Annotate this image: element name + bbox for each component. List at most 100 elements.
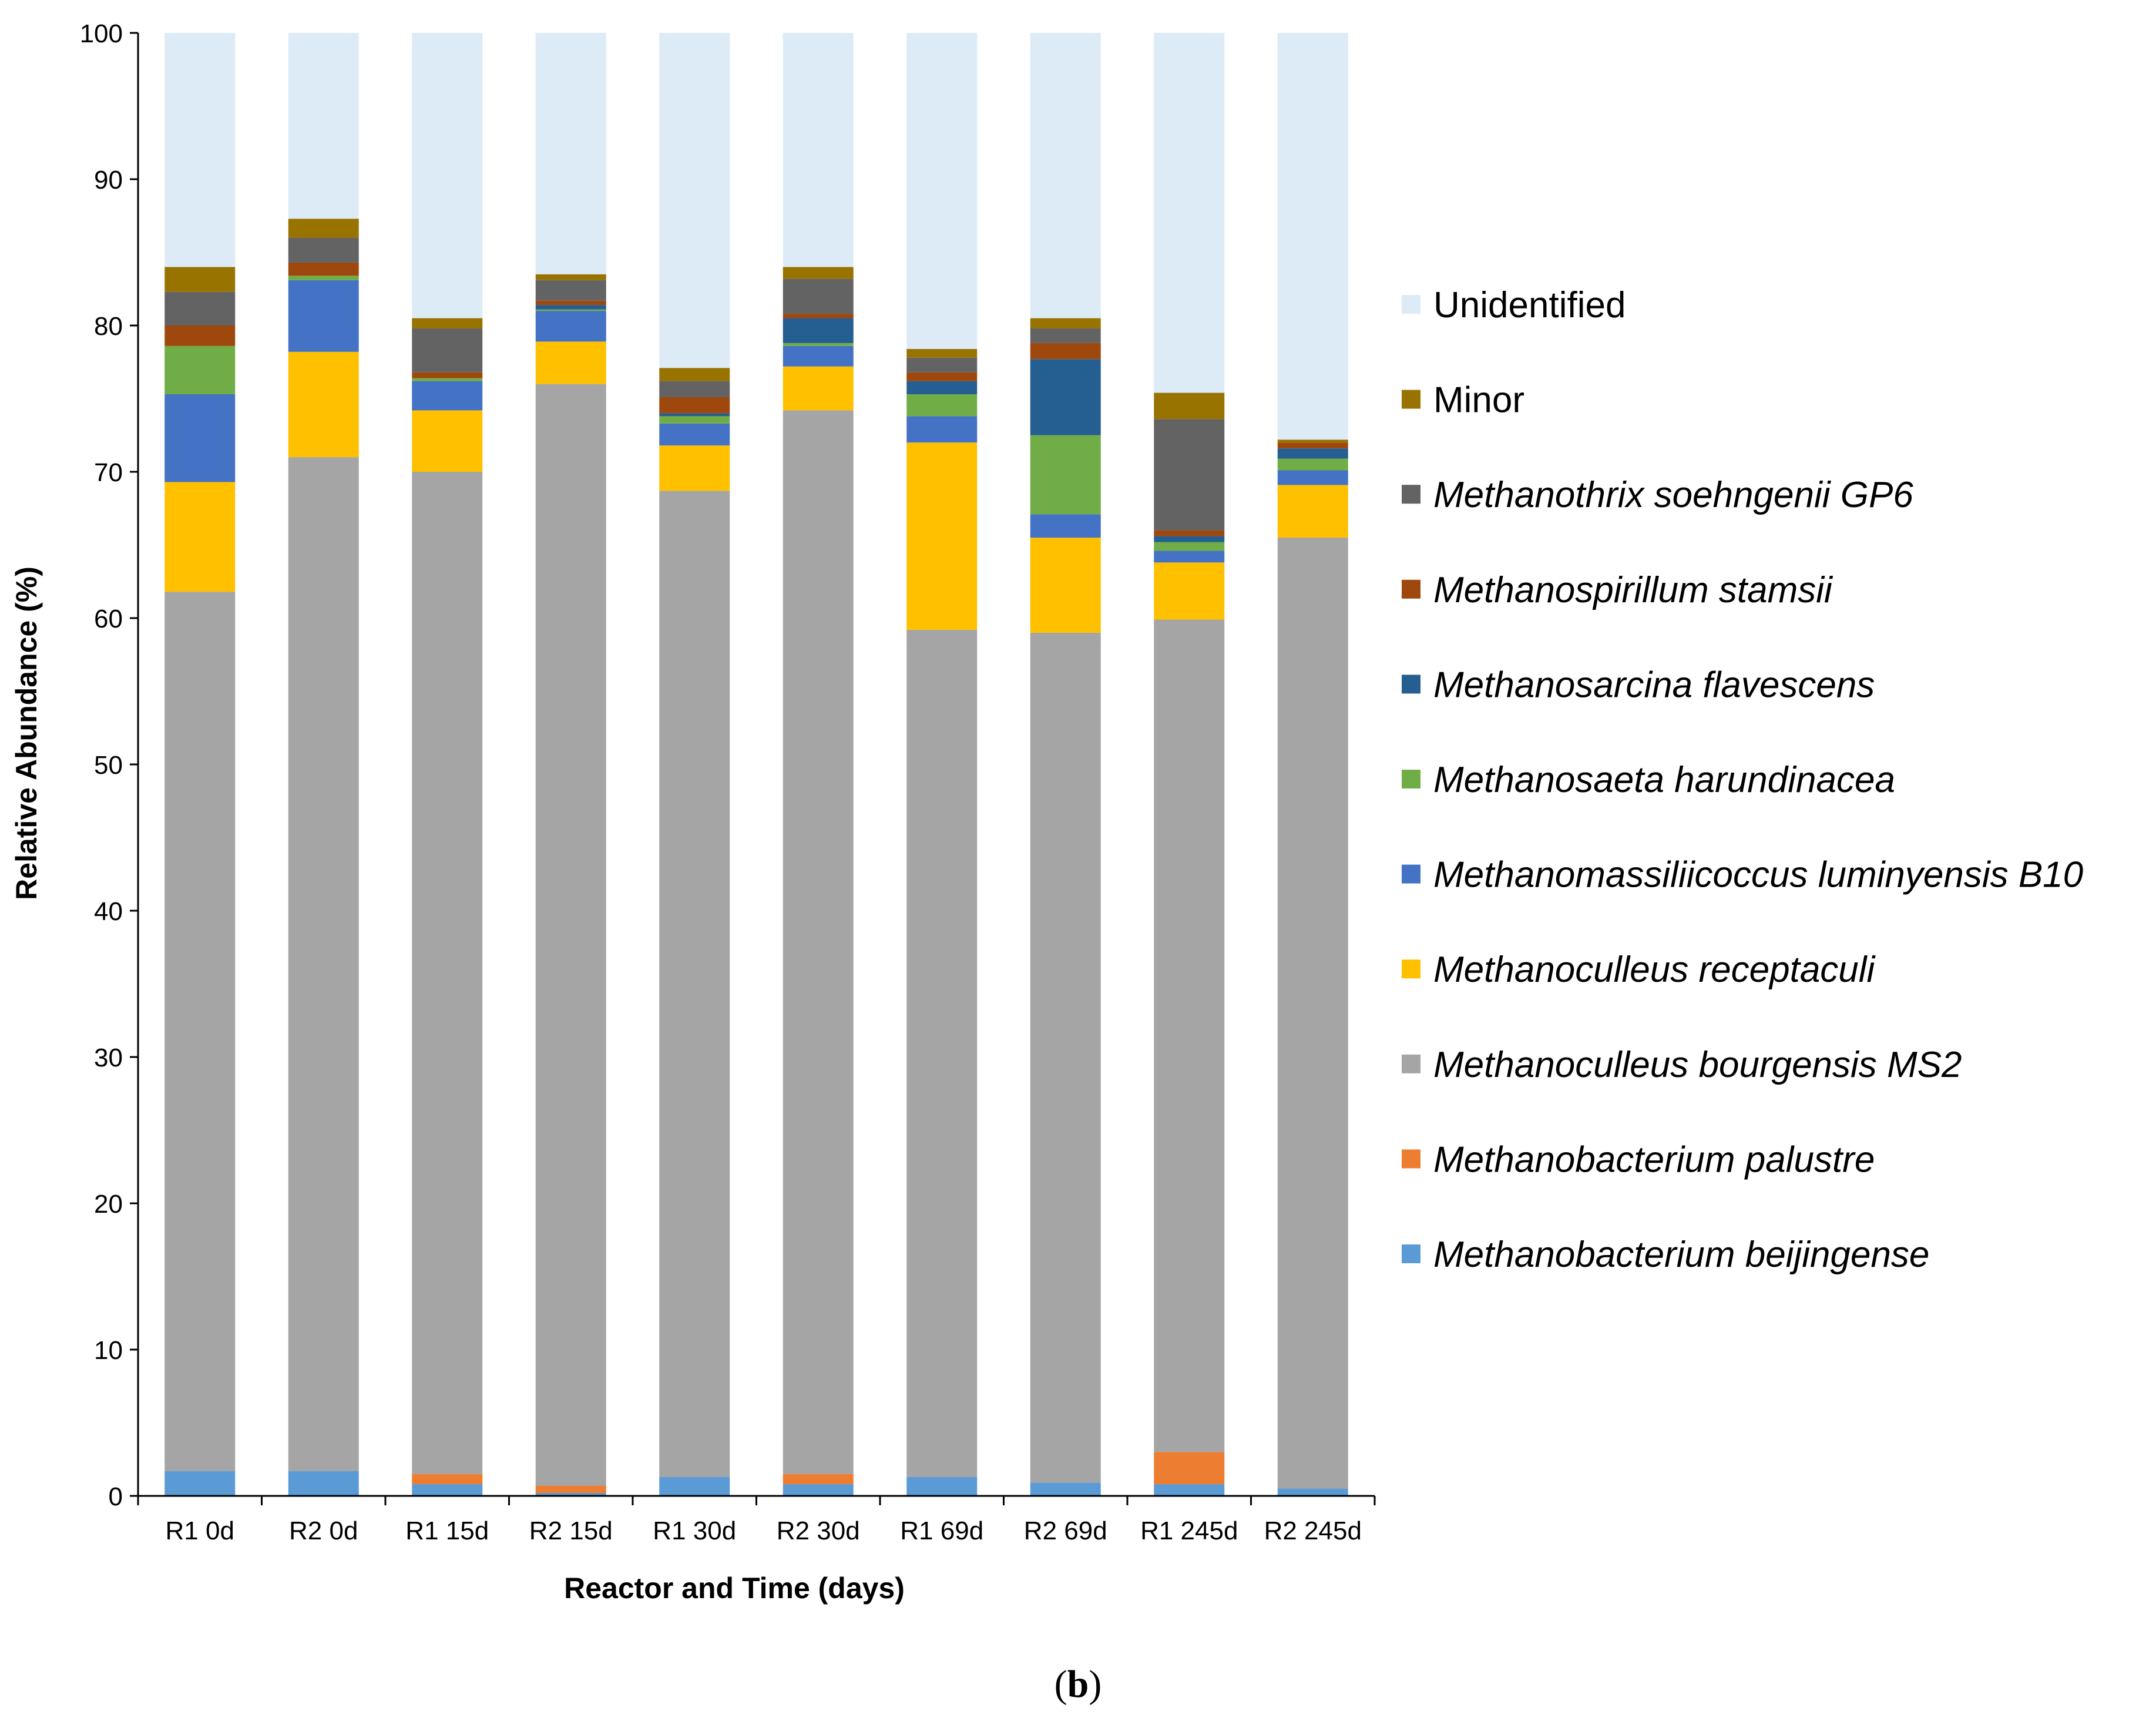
bar-segment-r2-30d-methanosarcina-flavescens bbox=[783, 318, 854, 343]
bar-segment-r1-69d-methanoculleus-bourgensis-ms2 bbox=[906, 629, 978, 1477]
y-tick-label-100: 100 bbox=[80, 19, 123, 48]
y-tick-label-50: 50 bbox=[94, 751, 123, 780]
y-tick-label-30: 30 bbox=[94, 1043, 123, 1072]
bar-segment-r1-15d-methanoculleus-bourgensis-ms2 bbox=[412, 472, 483, 1474]
y-axis-title: Relative Abundance (%) bbox=[10, 566, 43, 900]
bar-segment-r1-69d-methanothrix-soehngenii-gp6 bbox=[906, 357, 978, 373]
bar-segment-r1-0d-minor bbox=[164, 267, 236, 292]
bar-segment-r2-0d-methanosaeta-harundinacea bbox=[288, 276, 359, 280]
legend-label-methanospirillum-stamsii: Methanospirillum stamsii bbox=[1433, 570, 1833, 610]
bar-segment-r2-69d-methanoculleus-receptaculi bbox=[1030, 538, 1101, 633]
legend-item-methanobacterium-beijingense: Methanobacterium beijingense bbox=[1402, 1234, 1929, 1275]
bar-segment-r1-69d-methanospirillum-stamsii bbox=[906, 372, 978, 381]
bar-segment-r1-69d-methanobacterium-beijingense bbox=[906, 1477, 978, 1496]
bar-segment-r2-245d-methanobacterium-beijingense bbox=[1277, 1488, 1348, 1496]
bar-group-r2-30d bbox=[783, 33, 854, 1496]
bar-segment-r1-245d-methanomassiliicoccus-luminyensis-b10 bbox=[1154, 551, 1225, 563]
bar-segment-r2-69d-methanomassiliicoccus-luminyensis-b10 bbox=[1030, 514, 1101, 538]
bar-segment-r2-30d-methanospirillum-stamsii bbox=[783, 314, 854, 318]
panel-label-close-paren: ) bbox=[1089, 1663, 1101, 1706]
legend-item-methanosarcina-flavescens: Methanosarcina flavescens bbox=[1402, 665, 1875, 705]
bar-segment-r2-15d-minor bbox=[535, 274, 606, 280]
x-tick-label-r2-0d: R2 0d bbox=[289, 1516, 358, 1545]
legend-swatch-methanobacterium-palustre bbox=[1402, 1149, 1420, 1169]
x-tick-label-r1-69d: R1 69d bbox=[900, 1516, 983, 1545]
bar-segment-r1-0d-methanothrix-soehngenii-gp6 bbox=[164, 291, 236, 326]
bar-segment-r2-0d-methanospirillum-stamsii bbox=[288, 262, 359, 276]
x-axis-title: Reactor and Time (days) bbox=[564, 1572, 905, 1605]
bar-segment-r2-30d-methanosaeta-harundinacea bbox=[783, 343, 854, 346]
bar-group-r1-0d bbox=[164, 33, 236, 1496]
legend-item-methanothrix-soehngenii-gp6: Methanothrix soehngenii GP6 bbox=[1402, 475, 1913, 515]
bar-group-r2-245d bbox=[1277, 33, 1348, 1496]
legend-swatch-minor bbox=[1402, 390, 1420, 409]
bar-segment-r2-245d-methanoculleus-receptaculi bbox=[1277, 485, 1348, 538]
bar-segment-r2-30d-methanothrix-soehngenii-gp6 bbox=[783, 278, 854, 314]
x-tick-label-r2-69d: R2 69d bbox=[1024, 1516, 1107, 1545]
bar-segment-r1-15d-methanobacterium-beijingense bbox=[412, 1484, 483, 1496]
y-tick-label-90: 90 bbox=[94, 166, 123, 194]
bar-segment-r2-245d-methanomassiliicoccus-luminyensis-b10 bbox=[1277, 470, 1348, 485]
bar-segment-r2-30d-unidentified bbox=[783, 33, 854, 267]
bar-segment-r2-15d-methanomassiliicoccus-luminyensis-b10 bbox=[535, 311, 606, 342]
legend-swatch-methanospirillum-stamsii bbox=[1402, 579, 1420, 599]
bar-segment-r1-15d-methanospirillum-stamsii bbox=[412, 372, 483, 378]
bar-segment-r2-245d-methanosarcina-flavescens bbox=[1277, 448, 1348, 459]
y-tick-label-10: 10 bbox=[94, 1336, 123, 1365]
bar-segment-r2-245d-unidentified bbox=[1277, 33, 1348, 440]
bar-segment-r2-0d-methanothrix-soehngenii-gp6 bbox=[288, 237, 359, 263]
bar-segment-r1-15d-minor bbox=[412, 318, 483, 328]
bar-segment-r1-30d-unidentified bbox=[659, 33, 730, 368]
bar-segment-r1-245d-methanospirillum-stamsii bbox=[1154, 530, 1225, 536]
bar-segment-r2-0d-methanomassiliicoccus-luminyensis-b10 bbox=[288, 280, 359, 352]
bar-segment-r2-30d-methanoculleus-receptaculi bbox=[783, 366, 854, 411]
y-tick-label-20: 20 bbox=[94, 1190, 123, 1219]
bar-segment-r2-245d-methanospirillum-stamsii bbox=[1277, 442, 1348, 449]
bar-segment-r2-15d-methanothrix-soehngenii-gp6 bbox=[535, 280, 606, 301]
bar-segment-r2-69d-methanosarcina-flavescens bbox=[1030, 359, 1101, 435]
legend-label-methanoculleus-receptaculi: Methanoculleus receptaculi bbox=[1433, 949, 1876, 990]
bar-segment-r2-30d-methanobacterium-palustre bbox=[783, 1474, 854, 1485]
bar-segment-r1-0d-methanospirillum-stamsii bbox=[164, 326, 236, 346]
bar-group-r1-15d bbox=[412, 33, 483, 1496]
legend-item-minor: Minor bbox=[1402, 380, 1524, 421]
bar-segment-r2-15d-methanobacterium-palustre bbox=[535, 1485, 606, 1494]
y-tick-label-60: 60 bbox=[94, 605, 123, 633]
plot-area: 0 10 20 30 40 50 60 70 80 90 100 R1 0d R2 0d R1 15d R2… bbox=[80, 19, 1376, 1545]
bar-segment-r2-30d-minor bbox=[783, 267, 854, 279]
bar-segment-r1-245d-methanobacterium-beijingense bbox=[1154, 1484, 1225, 1496]
bar-segment-r1-245d-methanoculleus-receptaculi bbox=[1154, 562, 1225, 620]
bar-segment-r1-245d-methanosarcina-flavescens bbox=[1154, 536, 1225, 542]
legend-item-methanoculleus-receptaculi: Methanoculleus receptaculi bbox=[1402, 949, 1876, 990]
legend-swatch-methanosarcina-flavescens bbox=[1402, 675, 1420, 694]
bar-segment-r1-30d-methanomassiliicoccus-luminyensis-b10 bbox=[659, 423, 730, 446]
bar-segment-r1-15d-methanosaeta-harundinacea bbox=[412, 378, 483, 381]
bar-segment-r2-0d-methanoculleus-receptaculi bbox=[288, 351, 359, 458]
panel-label: (b) bbox=[1055, 1663, 1102, 1706]
legend-item-unidentified: Unidentified bbox=[1402, 285, 1626, 326]
bar-segment-r1-30d-methanoculleus-bourgensis-ms2 bbox=[659, 491, 730, 1477]
legend-label-methanobacterium-beijingense: Methanobacterium beijingense bbox=[1433, 1234, 1929, 1275]
bar-segment-r1-245d-methanobacterium-palustre bbox=[1154, 1452, 1225, 1485]
bar-segment-r1-0d-methanoculleus-bourgensis-ms2 bbox=[164, 592, 236, 1471]
bar-segment-r1-69d-methanosaeta-harundinacea bbox=[906, 394, 978, 417]
bar-segment-r1-30d-methanothrix-soehngenii-gp6 bbox=[659, 381, 730, 398]
bar-segment-r2-0d-methanoculleus-bourgensis-ms2 bbox=[288, 457, 359, 1471]
bar-segment-r2-69d-minor bbox=[1030, 318, 1101, 328]
bar-segment-r1-15d-unidentified bbox=[412, 33, 483, 318]
y-tick-label-70: 70 bbox=[94, 458, 123, 487]
bar-segment-r2-69d-methanothrix-soehngenii-gp6 bbox=[1030, 328, 1101, 343]
bar-segment-r2-15d-methanosaeta-harundinacea bbox=[535, 309, 606, 311]
legend: Unidentified Minor Methanothrix soehngenii… bbox=[1402, 285, 2083, 1275]
bar-segment-r2-69d-unidentified bbox=[1030, 33, 1101, 318]
bar-group-r2-0d bbox=[288, 33, 359, 1496]
bar-segment-r2-69d-methanoculleus-bourgensis-ms2 bbox=[1030, 632, 1101, 1483]
legend-label-methanothrix-soehngenii-gp6: Methanothrix soehngenii GP6 bbox=[1433, 475, 1913, 515]
bar-segment-r1-15d-methanobacterium-palustre bbox=[412, 1474, 483, 1485]
bar-group-r1-30d bbox=[659, 33, 730, 1496]
legend-label-unidentified: Unidentified bbox=[1433, 285, 1626, 326]
legend-item-methanobacterium-palustre: Methanobacterium palustre bbox=[1402, 1139, 1875, 1180]
bar-segment-r2-245d-minor bbox=[1277, 439, 1348, 443]
bar-segment-r2-30d-methanomassiliicoccus-luminyensis-b10 bbox=[783, 345, 854, 367]
